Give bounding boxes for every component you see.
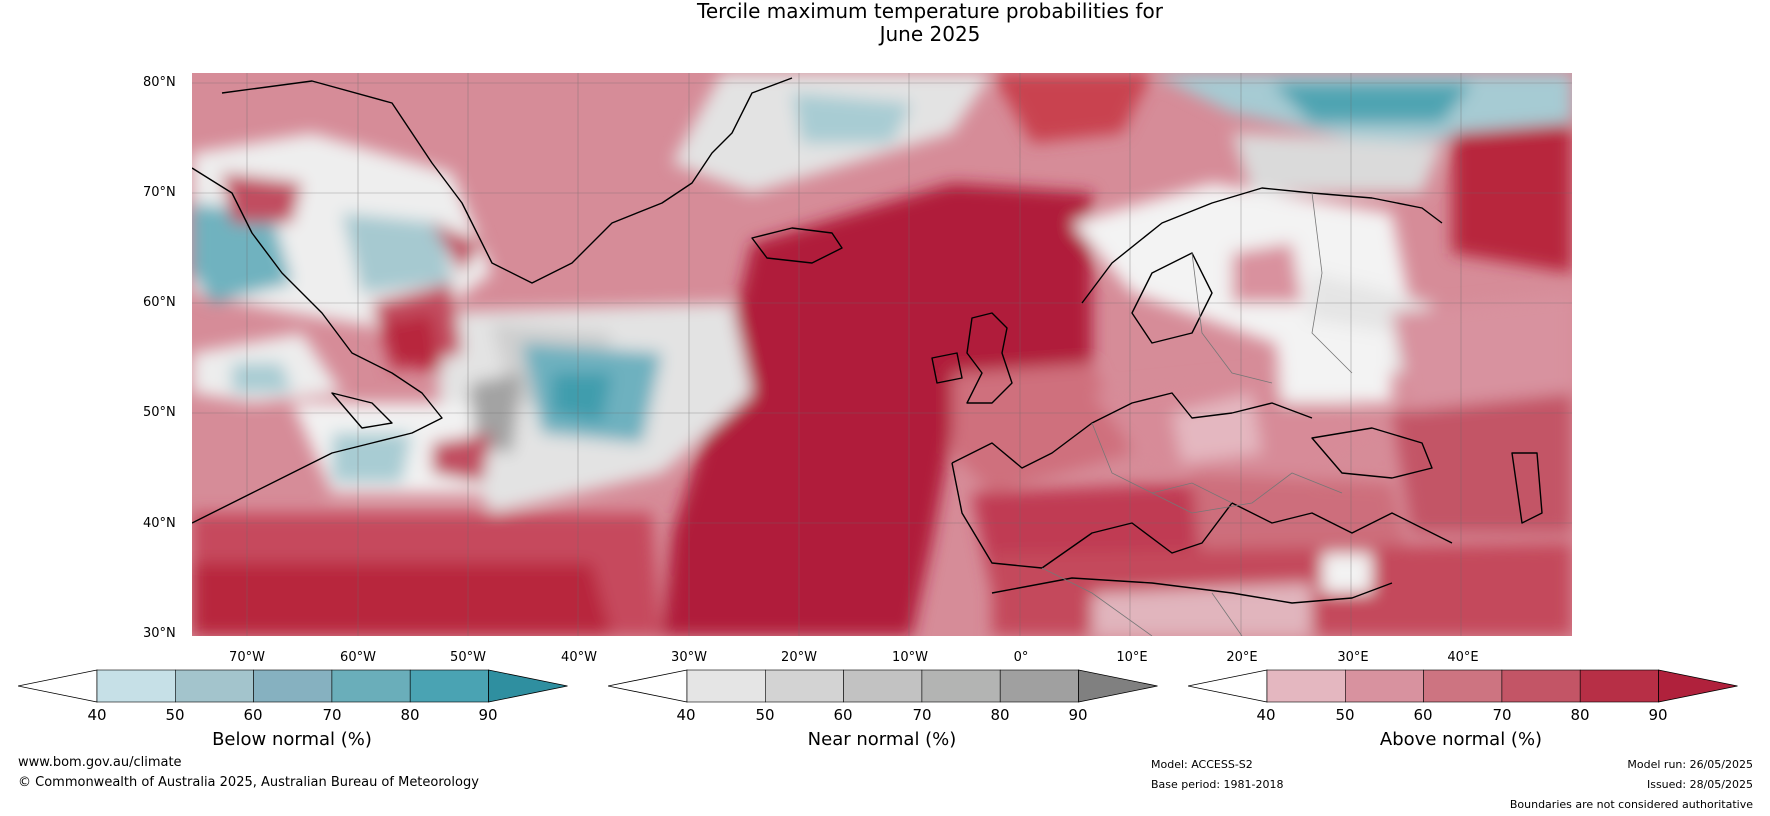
colorbar-title-above: Above normal (%) [1379, 729, 1543, 750]
colorbar-cell [921, 669, 1001, 703]
lon-label: 0° [1013, 650, 1029, 665]
disclaimer-text: Boundaries are not considered authoritat… [1509, 798, 1753, 811]
title-line-2: June 2025 [879, 22, 981, 46]
tick: 60 [243, 706, 263, 724]
colorbar-cell [686, 669, 766, 703]
colorbar-cell [1266, 669, 1346, 703]
tick: 60 [1413, 706, 1433, 724]
tick: 50 [165, 706, 185, 724]
lon-label: 20°W [781, 650, 817, 665]
tick: 50 [1335, 706, 1355, 724]
colorbar-extend-low [608, 669, 688, 703]
website-link[interactable]: www.bom.gov.au/climate [18, 755, 182, 770]
graticule [192, 73, 1572, 636]
colorbar-extend-low [1188, 669, 1268, 703]
probability-map [192, 73, 1572, 636]
colorbar-extend-low [18, 669, 98, 703]
colorbar-above-normal [1188, 669, 1738, 703]
tick: 60 [833, 706, 853, 724]
colorbar-extend-high [1658, 669, 1738, 703]
lon-label: 40°W [561, 650, 597, 665]
colorbar-extend-high [1078, 669, 1158, 703]
tick: 40 [676, 706, 696, 724]
lon-label: 30°E [1337, 650, 1369, 665]
colorbar-cell [96, 669, 176, 703]
lat-label: 70°N [143, 185, 176, 200]
lon-label: 10°W [892, 650, 928, 665]
base-period-text: Base period: 1981-2018 [1151, 778, 1284, 791]
lon-label: 40°E [1447, 650, 1479, 665]
lat-label: 40°N [143, 516, 176, 531]
lat-label: 80°N [143, 75, 176, 90]
tick: 80 [400, 706, 420, 724]
lat-label: 30°N [143, 626, 176, 641]
colorbar-cell [765, 669, 844, 703]
copyright-text: © Commonwealth of Australia 2025, Austra… [18, 775, 479, 790]
colorbar-cell [175, 669, 254, 703]
colorbar-cell [331, 669, 411, 703]
tick: 90 [478, 706, 498, 724]
lon-label: 10°E [1116, 650, 1148, 665]
tick: 90 [1648, 706, 1668, 724]
tick: 90 [1068, 706, 1088, 724]
lat-label: 60°N [143, 295, 176, 310]
model-text: Model: ACCESS-S2 [1151, 758, 1253, 771]
lon-label: 60°W [340, 650, 376, 665]
colorbar-cell [1501, 669, 1581, 703]
colorbar-cell [1345, 669, 1424, 703]
colorbar-near-normal [608, 669, 1158, 703]
colorbar-title-near: Near normal (%) [807, 729, 957, 750]
lat-label: 50°N [143, 405, 176, 420]
coastlines [192, 77, 1543, 604]
lon-label: 50°W [450, 650, 486, 665]
tick: 80 [990, 706, 1010, 724]
colorbar-cell [999, 669, 1079, 703]
tick: 70 [912, 706, 932, 724]
model-run-text: Model run: 26/05/2025 [1627, 758, 1753, 771]
colorbar-below-normal [18, 669, 568, 703]
lon-label: 20°E [1226, 650, 1258, 665]
tick: 70 [1492, 706, 1512, 724]
tick: 70 [322, 706, 342, 724]
colorbar-cell [409, 669, 489, 703]
lon-label: 30°W [671, 650, 707, 665]
colorbar-title-below: Below normal (%) [212, 729, 372, 750]
colorbar-cell [1579, 669, 1659, 703]
borders [1041, 192, 1353, 636]
colorbar-cell [1423, 669, 1503, 703]
tick: 50 [755, 706, 775, 724]
title-line-1: Tercile maximum temperature probabilitie… [697, 0, 1163, 23]
issued-text: Issued: 28/05/2025 [1646, 778, 1753, 791]
colorbar-extend-high [488, 669, 568, 703]
map-title: Tercile maximum temperature probabilitie… [530, 0, 1330, 46]
tick: 40 [1256, 706, 1276, 724]
colorbar-cell [843, 669, 923, 703]
probability-field [192, 73, 1572, 636]
tick: 80 [1570, 706, 1590, 724]
lon-label: 70°W [229, 650, 265, 665]
tick: 40 [87, 706, 107, 724]
colorbar-cell [253, 669, 333, 703]
